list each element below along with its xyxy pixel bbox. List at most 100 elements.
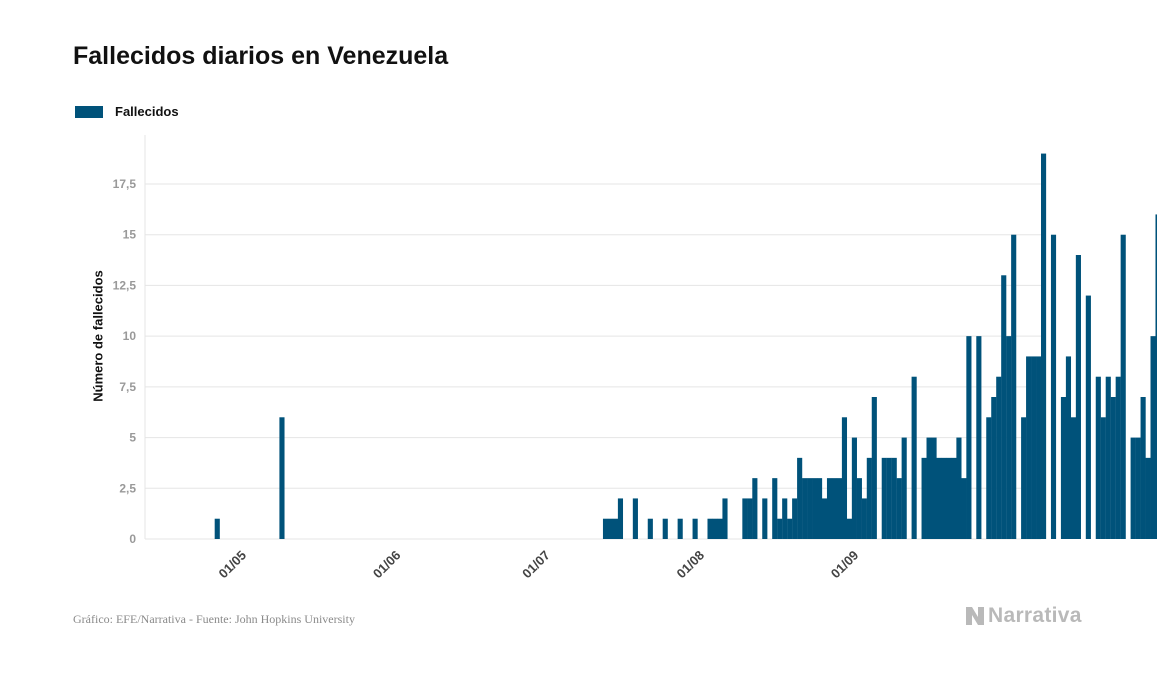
bar: [1130, 437, 1136, 539]
bar: [717, 518, 723, 539]
y-axis-label: Número de fallecidos: [90, 270, 106, 402]
bar: [836, 478, 843, 539]
bar: [926, 437, 932, 539]
bar: [821, 498, 828, 539]
bar: [911, 376, 917, 539]
y-tick-label: 12,5: [113, 278, 137, 292]
bar: [812, 478, 818, 539]
bar: [787, 518, 793, 539]
bar: [807, 478, 813, 539]
x-tick-labels: 01/05 01/06 01/07 01/08 01/09: [216, 548, 862, 582]
source-note: Gráfico: EFE/Narrativa - Fuente: John Ho…: [73, 612, 355, 626]
bar: [1140, 397, 1146, 539]
bar: [1095, 376, 1101, 539]
bar: [1115, 376, 1121, 539]
bars: [214, 153, 1157, 540]
bar: [1031, 356, 1037, 539]
bar: [961, 478, 967, 539]
y-tick-label: 17,5: [113, 177, 137, 191]
bar: [662, 518, 668, 539]
bar: [1155, 214, 1157, 539]
bar: [1026, 356, 1032, 539]
bar: [1145, 457, 1151, 539]
bar: [1120, 234, 1126, 539]
bar: [831, 478, 838, 539]
legend-label: Fallecidos: [115, 104, 179, 119]
x-tick-label: 01/07: [519, 548, 553, 582]
bar: [602, 518, 609, 539]
bar: [931, 437, 937, 539]
bar: [1150, 336, 1156, 539]
legend-swatch: [75, 105, 103, 118]
bar: [677, 518, 683, 539]
x-tick-label: 01/08: [674, 548, 708, 582]
bar: [1060, 397, 1067, 539]
bar: [742, 498, 748, 539]
bar: [1100, 417, 1106, 539]
bar: [707, 518, 713, 539]
bar: [1070, 417, 1076, 539]
bar: [607, 518, 614, 539]
bar: [214, 518, 220, 539]
bar: [797, 457, 803, 539]
y-tick-label: 15: [123, 228, 137, 242]
bar: [747, 498, 753, 539]
bar: [851, 437, 857, 539]
bar: [792, 498, 798, 539]
bar: [951, 457, 957, 539]
bar: [881, 457, 887, 539]
y-tick-label: 10: [123, 329, 137, 343]
bar: [861, 498, 867, 539]
bar: [976, 336, 982, 539]
bar: [886, 457, 892, 539]
bar: [901, 437, 907, 539]
bar: [841, 417, 848, 539]
bar: [772, 478, 778, 539]
y-tick-labels: 0 2,5 5 7,5 10 12,5 15 17,5: [113, 177, 137, 546]
bar: [777, 518, 783, 539]
bar: [891, 457, 897, 539]
bar: [752, 478, 758, 539]
bar: [1135, 437, 1141, 539]
bar: [1085, 295, 1091, 539]
y-tick-label: 7,5: [119, 380, 136, 394]
bar: [782, 498, 788, 539]
bar: [1036, 356, 1042, 539]
bar: [1075, 255, 1081, 539]
bar: [817, 478, 823, 539]
y-tick-label: 2,5: [119, 481, 136, 495]
bar: [1006, 336, 1012, 539]
bar: [896, 478, 902, 539]
bar: [802, 478, 808, 539]
y-tick-label: 0: [129, 532, 136, 546]
y-tick-label: 5: [129, 431, 136, 445]
bar: [1021, 417, 1027, 539]
bar: [1050, 234, 1057, 539]
bar: [986, 417, 992, 539]
chart-title: Fallecidos diarios en Venezuela: [73, 42, 449, 70]
x-tick-label: 01/05: [216, 548, 250, 582]
bar: [612, 518, 619, 539]
bar: [996, 376, 1002, 539]
bar: [1001, 275, 1007, 539]
bar: [1110, 397, 1116, 539]
bar: [921, 457, 927, 539]
bar: [1105, 376, 1111, 539]
bar: [692, 518, 698, 539]
bar: [936, 457, 942, 539]
bar: [946, 457, 952, 539]
legend: Fallecidos: [75, 104, 179, 119]
bar: [722, 498, 728, 539]
bar: [966, 336, 972, 539]
brand-logo: Narrativa: [964, 604, 1082, 628]
bar: [1011, 234, 1017, 539]
narrativa-logo-icon: [966, 607, 984, 625]
brand-name: Narrativa: [988, 604, 1082, 627]
bar: [762, 498, 768, 539]
bar: [279, 417, 285, 539]
bar: [826, 478, 833, 539]
x-tick-label: 01/09: [828, 548, 862, 582]
bar: [647, 518, 653, 539]
bar: [941, 457, 947, 539]
